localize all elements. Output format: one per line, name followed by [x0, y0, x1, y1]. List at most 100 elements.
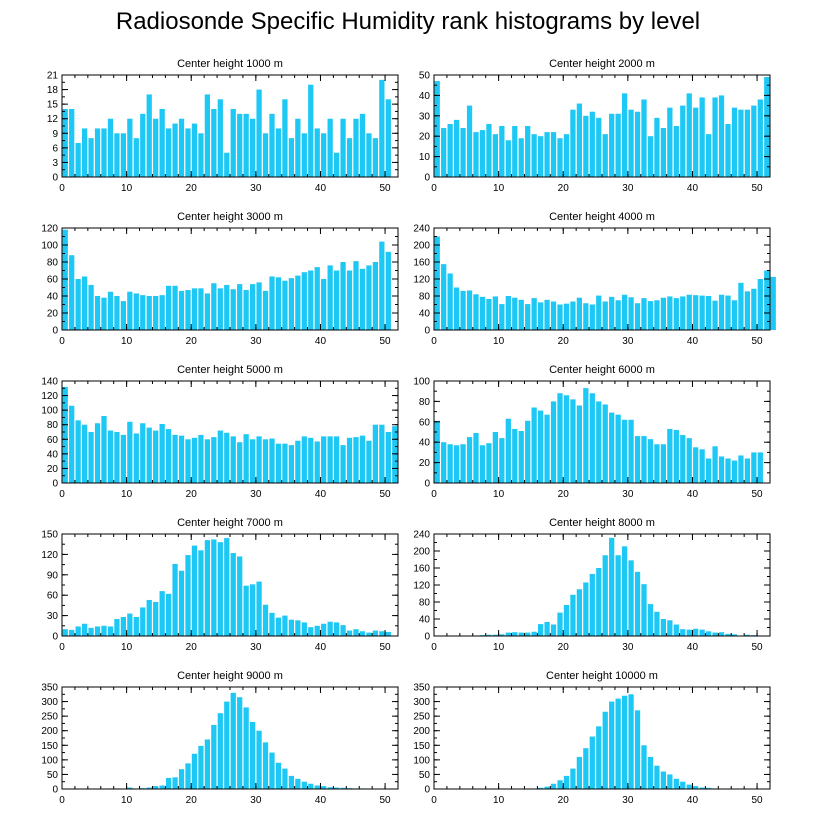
bar [609, 701, 615, 789]
x-tick-label: 20 [558, 336, 570, 347]
bar [288, 775, 295, 789]
bar [596, 117, 602, 177]
x-tick-label: 30 [622, 642, 634, 653]
x-tick-label: 20 [558, 642, 570, 653]
bar [499, 438, 505, 483]
bar [583, 303, 589, 330]
bar [764, 77, 770, 177]
x-tick-label: 10 [493, 336, 505, 347]
bar [269, 276, 275, 330]
bar [699, 787, 705, 789]
bar [94, 626, 101, 636]
bar [473, 132, 479, 177]
bar [346, 630, 353, 636]
bar [525, 420, 531, 483]
bar [563, 134, 570, 177]
bar [680, 629, 686, 636]
bar [479, 296, 486, 330]
y-tick-label: 60 [47, 591, 59, 602]
bar [680, 296, 686, 330]
bar [120, 133, 127, 177]
bar [237, 113, 243, 177]
bar [725, 458, 731, 483]
x-tick-label: 30 [250, 183, 262, 194]
chart-title: Center height 2000 m [549, 58, 655, 70]
x-tick-label: 40 [315, 183, 327, 194]
y-tick-label: 80 [419, 292, 431, 303]
bar [731, 107, 738, 177]
bar [191, 545, 198, 636]
bar [133, 138, 139, 177]
chart-panel-2: Center height 3000 m 0 20 40 60 80 100 120 0 10 20… [41, 211, 399, 347]
bar [333, 436, 340, 483]
bar [537, 624, 544, 636]
plot-frame [61, 533, 399, 637]
bar [353, 437, 359, 483]
bar [224, 538, 230, 636]
bar [237, 556, 243, 636]
bar [583, 582, 589, 636]
bar [718, 95, 725, 177]
bar [359, 113, 366, 177]
bar [512, 632, 518, 636]
bar [153, 296, 159, 330]
bar [282, 443, 288, 483]
bar [94, 128, 101, 177]
bar [301, 622, 307, 636]
bar [185, 439, 191, 483]
bar [550, 301, 557, 330]
x-tick-label: 10 [493, 795, 505, 806]
bar [333, 622, 340, 636]
y-tick-label: 100 [41, 241, 58, 252]
bar [505, 296, 511, 330]
bar [75, 420, 81, 483]
bar [447, 273, 453, 330]
bar [295, 118, 301, 177]
bar [550, 401, 557, 483]
bar [647, 604, 654, 636]
bar [609, 412, 615, 483]
bar [441, 264, 447, 330]
chart-panel-0: Center height 1000 m 0 3 6 9 12 15 18 21 0 10 20 30 4… [47, 58, 399, 194]
bar [385, 251, 391, 330]
bar [673, 429, 679, 483]
bar [314, 128, 320, 177]
bar [308, 627, 314, 636]
bar [301, 133, 307, 177]
bar [667, 296, 673, 330]
bar [153, 430, 159, 483]
bar [570, 594, 576, 636]
bar [628, 109, 634, 177]
bar [609, 113, 615, 177]
bar [114, 296, 120, 330]
bar [353, 629, 359, 636]
bar [718, 294, 725, 330]
bar [686, 629, 692, 636]
x-tick-label: 40 [687, 489, 699, 500]
bar [667, 107, 673, 177]
bar [544, 299, 550, 330]
bar [198, 133, 204, 177]
x-tick-label: 30 [250, 489, 262, 500]
bar [198, 434, 204, 483]
bar [127, 118, 133, 177]
bar [140, 113, 146, 177]
bar [269, 438, 275, 483]
bar [434, 420, 440, 483]
bar [288, 445, 295, 483]
bar [628, 419, 634, 483]
bar [217, 713, 223, 789]
bar [159, 295, 165, 330]
bar [654, 611, 660, 636]
bar [379, 79, 385, 177]
bar [69, 255, 75, 330]
bar [673, 298, 679, 330]
bar [62, 386, 68, 483]
bar [372, 262, 379, 330]
bar [693, 295, 699, 330]
bar [282, 280, 288, 330]
bar [224, 152, 230, 177]
bar [185, 763, 191, 789]
figure-title: Radiosonde Specific Humidity rank histog… [115, 8, 701, 35]
